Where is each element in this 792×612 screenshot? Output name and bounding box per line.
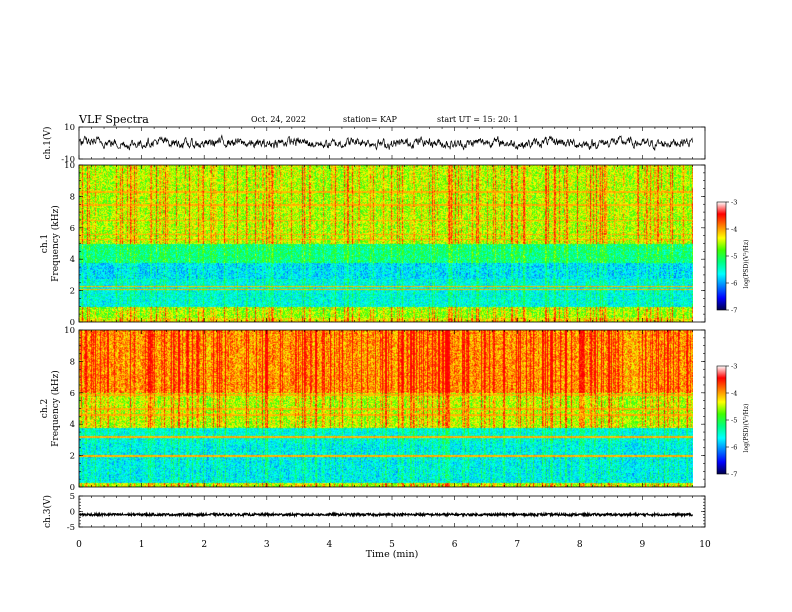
ch3-waveform-ytick-label: -5 <box>67 523 75 533</box>
colorbar-tick-label: -4 <box>731 226 737 234</box>
ch3-waveform-ylabel: ch.3(V) <box>42 495 53 528</box>
x-tick-label: 6 <box>452 540 458 550</box>
x-tick-label: 8 <box>577 540 583 550</box>
ch1-waveform-ytick-label: -10 <box>61 155 75 165</box>
ch1-spectrogram-ytick-label: 8 <box>70 192 75 202</box>
ch1-spectrogram-image <box>79 165 693 322</box>
ch2-spectrogram-ytick-label: 4 <box>70 420 75 430</box>
ch3-waveform-axes <box>78 495 706 528</box>
ch1-spectrogram-ytick-label: 6 <box>70 224 75 234</box>
colorbar-tick-label: -6 <box>731 444 737 452</box>
colorbars: -7 -6 -5 -4 -3 log(PSD)(V²/Hz) -7 -6 -5 -4 -3 log(P… <box>716 199 750 479</box>
header-date: Oct. 24, 2022 <box>251 115 306 124</box>
colorbar-tick-label: -7 <box>731 307 737 315</box>
ch2-spectrogram-ytick-label: 0 <box>70 483 75 493</box>
ch2-spectrogram-ytick-label: 2 <box>70 452 75 462</box>
ch1-spectrogram-ytick-label: 0 <box>70 318 75 328</box>
header-start-time: start UT = 15: 20: 1 <box>437 115 519 124</box>
colorbar-tick-label: -7 <box>731 471 737 479</box>
ch3-waveform-trace <box>78 511 694 519</box>
ch2-spectrogram-ylabel-frequency: Frequency (kHz) <box>50 370 61 447</box>
ch2-spectrogram-ytick-label: 8 <box>70 357 75 367</box>
ch2-spectrogram-ytick-label: 6 <box>70 389 75 399</box>
header-station: station= KAP <box>343 115 397 124</box>
x-tick-label: 4 <box>327 540 333 550</box>
ch1-spectrogram-ytick-label: 10 <box>64 161 75 171</box>
ch1-waveform-ylabel: ch.1(V) <box>42 127 53 160</box>
ch1-spectrogram-ytick-label: 4 <box>70 255 75 265</box>
x-tick-label: 10 <box>699 540 711 550</box>
ch2-spectrogram-image <box>79 330 693 487</box>
x-tick-label: 3 <box>264 540 270 550</box>
figure-title: VLF Spectra <box>79 113 149 126</box>
ch2-spectrogram-ytick-label: 10 <box>64 326 75 336</box>
colorbar-tick-label: -3 <box>731 199 737 207</box>
colorbar-tick-label: -4 <box>731 390 737 398</box>
ch2-spectrogram-ylabel-channel: ch.2 <box>40 399 50 418</box>
spectrogram-images <box>79 165 693 487</box>
x-tick-label: 1 <box>139 540 145 550</box>
ch1-spectrogram-ylabel-channel: ch.1 <box>40 234 50 253</box>
colorbar-label: log(PSD)(V²/Hz) <box>743 240 750 289</box>
colorbar-tick-label: -6 <box>731 280 737 288</box>
x-tick-label: 9 <box>640 540 646 550</box>
waveform-traces <box>78 134 694 519</box>
ch3-waveform-ytick-label: 5 <box>70 492 75 502</box>
colorbar-tick-label: -3 <box>731 363 737 371</box>
ch1-spectrogram-ytick-label: 2 <box>70 287 75 297</box>
x-tick-label: 7 <box>514 540 520 550</box>
colorbar-label: log(PSD)(V²/Hz) <box>743 404 750 453</box>
colorbar-tick-label: -5 <box>731 417 737 425</box>
colorbar-ch1 <box>716 201 727 311</box>
ch1-waveform-trace <box>78 134 693 152</box>
colorbar-ch2 <box>716 365 727 475</box>
ch3-waveform-ytick-label: 0 <box>70 508 75 518</box>
x-tick-label: 5 <box>389 540 395 550</box>
colorbar-tick-label: -5 <box>731 253 737 261</box>
x-tick-label: 0 <box>76 540 82 550</box>
ch1-waveform-ytick-label: 10 <box>64 123 75 133</box>
ch1-spectrogram-ylabel-frequency: Frequency (kHz) <box>50 205 61 282</box>
x-axis-label: Time (min) <box>366 549 419 560</box>
x-tick-label: 2 <box>201 540 207 550</box>
